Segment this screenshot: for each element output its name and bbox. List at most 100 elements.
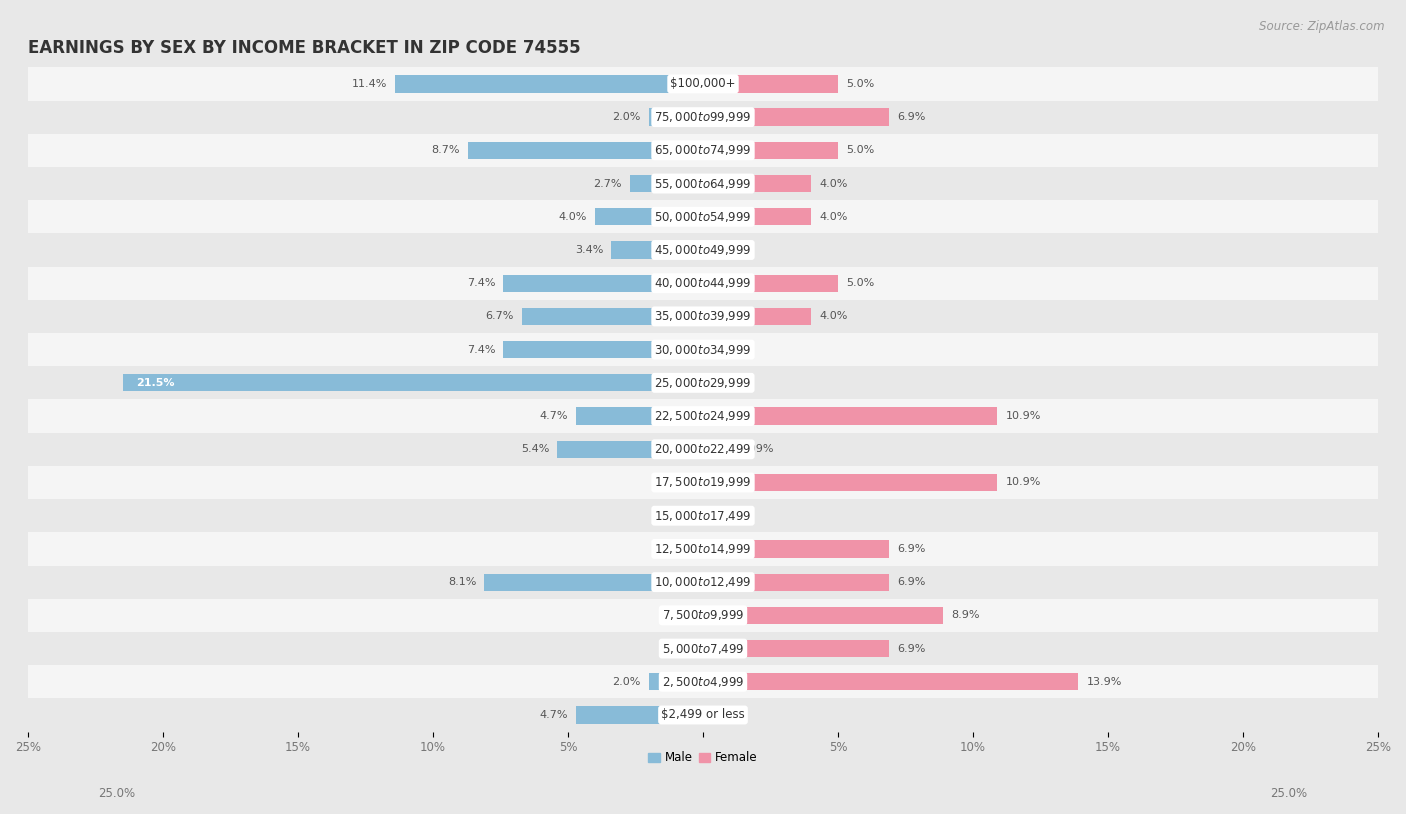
Text: 5.4%: 5.4% [520,444,550,454]
Text: 4.0%: 4.0% [820,178,848,189]
Text: 4.7%: 4.7% [540,411,568,421]
Bar [28,466,1378,499]
Text: $15,000 to $17,499: $15,000 to $17,499 [654,509,752,523]
Text: 8.9%: 8.9% [952,610,980,620]
Text: 7.4%: 7.4% [467,344,495,355]
Bar [703,75,838,93]
Text: 7.4%: 7.4% [467,278,495,288]
Text: $17,500 to $19,999: $17,500 to $19,999 [654,475,752,489]
Text: 0.99%: 0.99% [738,444,773,454]
Text: $10,000 to $12,499: $10,000 to $12,499 [654,575,752,589]
Text: 0.0%: 0.0% [666,510,695,521]
Bar [468,142,703,159]
Bar [703,208,811,225]
Bar [703,673,1078,690]
Bar [28,499,1378,532]
Bar [703,540,890,558]
Legend: Male, Female: Male, Female [644,746,762,769]
Text: 10.9%: 10.9% [1005,411,1040,421]
Text: 13.9%: 13.9% [1087,676,1122,687]
Text: 0.0%: 0.0% [666,478,695,488]
Bar [28,68,1378,100]
Bar [703,640,890,657]
Bar [650,108,703,126]
Text: $12,500 to $14,999: $12,500 to $14,999 [654,542,752,556]
Text: 4.7%: 4.7% [540,710,568,720]
Bar [28,566,1378,599]
Text: 0.0%: 0.0% [711,510,740,521]
Text: Source: ZipAtlas.com: Source: ZipAtlas.com [1260,20,1385,33]
Bar [522,308,703,325]
Text: $100,000+: $100,000+ [671,77,735,90]
Bar [595,208,703,225]
Text: 2.0%: 2.0% [613,112,641,122]
Text: $30,000 to $34,999: $30,000 to $34,999 [654,343,752,357]
Text: 3.4%: 3.4% [575,245,603,255]
Bar [28,200,1378,234]
Bar [703,606,943,624]
Bar [557,440,703,458]
Text: $7,500 to $9,999: $7,500 to $9,999 [662,608,744,623]
Bar [28,400,1378,433]
Bar [28,267,1378,300]
Text: EARNINGS BY SEX BY INCOME BRACKET IN ZIP CODE 74555: EARNINGS BY SEX BY INCOME BRACKET IN ZIP… [28,39,581,58]
Text: 6.9%: 6.9% [897,577,925,587]
Bar [28,665,1378,698]
Bar [28,532,1378,566]
Text: $2,499 or less: $2,499 or less [661,708,745,721]
Text: 4.0%: 4.0% [558,212,586,221]
Text: $65,000 to $74,999: $65,000 to $74,999 [654,143,752,157]
Text: 8.1%: 8.1% [449,577,477,587]
Text: $2,500 to $4,999: $2,500 to $4,999 [662,675,744,689]
Text: 0.0%: 0.0% [711,344,740,355]
Text: $5,000 to $7,499: $5,000 to $7,499 [662,641,744,655]
Text: $45,000 to $49,999: $45,000 to $49,999 [654,243,752,257]
Text: 2.7%: 2.7% [593,178,621,189]
Text: 4.0%: 4.0% [820,312,848,322]
Bar [28,167,1378,200]
Text: 5.0%: 5.0% [846,79,875,89]
Bar [28,632,1378,665]
Text: $35,000 to $39,999: $35,000 to $39,999 [654,309,752,323]
Bar [503,341,703,358]
Bar [703,408,997,425]
Text: 21.5%: 21.5% [136,378,174,387]
Text: 0.0%: 0.0% [666,544,695,554]
Bar [503,274,703,292]
Text: $22,500 to $24,999: $22,500 to $24,999 [654,409,752,423]
Bar [612,242,703,259]
Bar [703,308,811,325]
Text: 6.9%: 6.9% [897,544,925,554]
Text: 4.0%: 4.0% [820,212,848,221]
Bar [28,698,1378,732]
Text: 0.0%: 0.0% [711,710,740,720]
Text: 25.0%: 25.0% [98,787,135,800]
Bar [630,175,703,192]
Bar [703,108,890,126]
Text: 10.9%: 10.9% [1005,478,1040,488]
Bar [703,274,838,292]
Bar [703,440,730,458]
Bar [703,142,838,159]
Bar [484,574,703,591]
Text: $50,000 to $54,999: $50,000 to $54,999 [654,210,752,224]
Bar [122,374,703,392]
Text: 6.9%: 6.9% [897,644,925,654]
Text: $25,000 to $29,999: $25,000 to $29,999 [654,376,752,390]
Bar [28,599,1378,632]
Bar [576,408,703,425]
Text: 0.0%: 0.0% [711,245,740,255]
Bar [703,474,997,491]
Text: 6.7%: 6.7% [485,312,515,322]
Text: $20,000 to $22,499: $20,000 to $22,499 [654,442,752,457]
Bar [28,333,1378,366]
Text: $75,000 to $99,999: $75,000 to $99,999 [654,110,752,124]
Bar [650,673,703,690]
Bar [703,175,811,192]
Bar [576,707,703,724]
Text: 5.0%: 5.0% [846,278,875,288]
Text: 5.0%: 5.0% [846,146,875,155]
Text: 11.4%: 11.4% [352,79,387,89]
Text: $40,000 to $44,999: $40,000 to $44,999 [654,276,752,291]
Text: 0.0%: 0.0% [666,644,695,654]
